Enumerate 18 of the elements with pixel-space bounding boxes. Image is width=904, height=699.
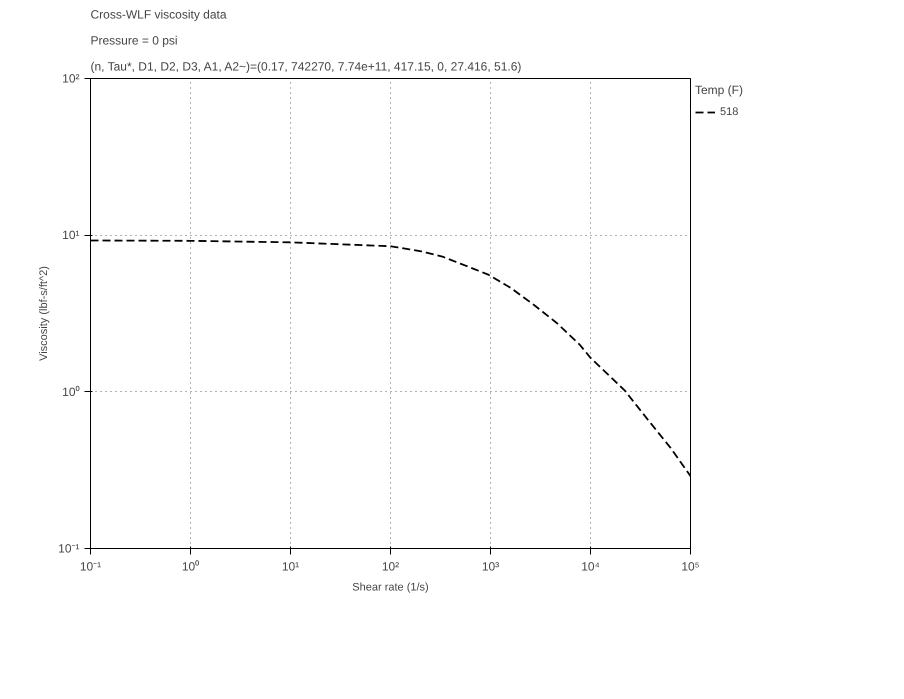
chart-title: Cross-WLF viscosity data <box>90 8 227 22</box>
y-tick-label: 10⁻¹ <box>58 542 80 556</box>
y-tick-label: 10⁰ <box>62 384 80 399</box>
chart-subtitle: Pressure = 0 psi <box>90 34 178 48</box>
x-tick-label: 10⁰ <box>182 560 200 574</box>
y-tick-label: 10² <box>62 72 80 86</box>
text: (n, Tau*, D1, D2, D3, A1, A2~)=(0.17, 742270, 7.74e+11, 417.15, 0, 27.416, 51.6) <box>90 60 522 74</box>
legend-label: 518 <box>720 106 740 118</box>
y-axis-title: Viscosity (lbf-s/ft^2) <box>38 266 50 361</box>
x-axis-title: Shear rate (1/s) <box>352 582 429 594</box>
x-tick-label: 10⁻¹ <box>80 560 102 574</box>
x-tick-label: 10⁵ <box>681 560 700 574</box>
x-tick-label: 10⁴ <box>581 560 600 574</box>
y-tick-label: 10¹ <box>62 228 80 242</box>
x-tick-label: 10¹ <box>282 560 300 574</box>
legend-title: Temp (F) <box>695 83 743 97</box>
x-tick-label: 10³ <box>482 560 500 574</box>
x-tick-label: 10² <box>382 560 400 574</box>
